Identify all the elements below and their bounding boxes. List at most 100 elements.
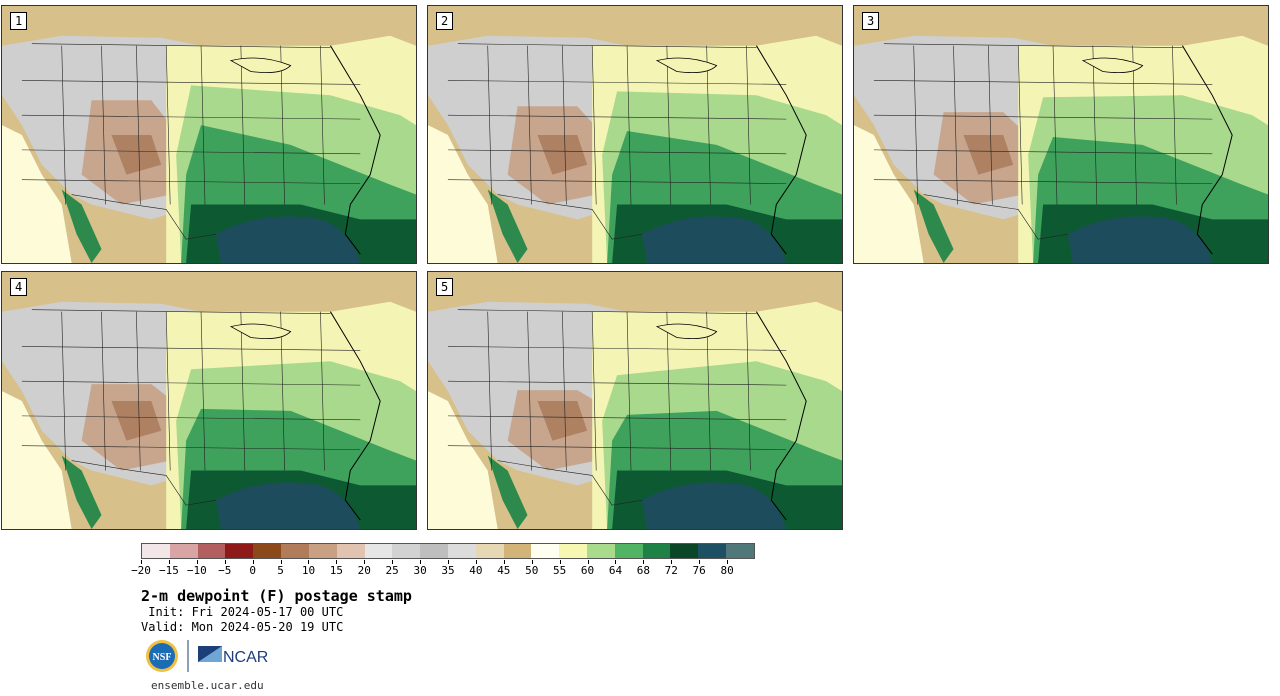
- state-borders: [447, 43, 787, 240]
- gulf-of-mexico: [641, 216, 787, 263]
- panel-number: 5: [436, 278, 454, 296]
- colorbar-swatch: [392, 544, 421, 558]
- colorbar-tick-mark: [615, 560, 617, 564]
- colorbar-tick-label: 30: [413, 564, 427, 577]
- colorbar-swatch: [447, 544, 476, 558]
- east-coastline: [1181, 45, 1233, 255]
- east-coastline: [329, 311, 381, 521]
- colorbar-tick-label: 20: [357, 564, 371, 577]
- colorbar-swatch: [475, 544, 504, 558]
- colorbar-tick-mark: [643, 560, 645, 564]
- colorbar-swatch: [253, 544, 282, 558]
- colorbar-tick-label: 55: [553, 564, 567, 577]
- great-lakes: [655, 323, 718, 340]
- pacific-ocean: [428, 391, 498, 529]
- dewpoint-map: [2, 272, 416, 529]
- colorbar-tick-mark: [727, 560, 729, 564]
- colorbar-swatch: [670, 544, 699, 558]
- east-coastline: [755, 311, 807, 521]
- colorbar-tick-label: −5: [218, 564, 232, 577]
- nsf-logo: NSF: [146, 640, 178, 672]
- colorbar-tick-label: −10: [186, 564, 207, 577]
- colorbar-tick-mark: [224, 560, 226, 564]
- state-borders: [21, 43, 361, 240]
- site-url: ensemble.ucar.edu: [151, 679, 264, 692]
- colorbar-swatch: [503, 544, 532, 558]
- colorbar-swatch: [225, 544, 254, 558]
- colorbar-tick-mark: [475, 560, 477, 564]
- colorbar-swatch: [559, 544, 587, 558]
- colorbar-tick-mark: [392, 560, 394, 564]
- state-borders: [447, 309, 787, 506]
- colorbar-tick-label: 45: [497, 564, 511, 577]
- colorbar-swatch: [197, 544, 226, 558]
- colorbar-tick-mark: [531, 560, 533, 564]
- baja-coast: [487, 189, 528, 263]
- colorbar-swatch: [614, 544, 643, 558]
- colorbar-swatch: [587, 544, 615, 558]
- panel-number: 4: [10, 278, 28, 296]
- baja-coast: [61, 455, 102, 529]
- colorbar-swatch: [420, 544, 448, 558]
- pacific-ocean: [2, 125, 72, 263]
- nsf-logo-text: NSF: [153, 652, 172, 663]
- colorbar-swatch: [281, 544, 309, 558]
- dewpoint-map: [2, 6, 416, 263]
- panel-number: 1: [10, 12, 28, 30]
- driest-core: [963, 134, 1014, 175]
- stamp-panel-4: 4: [1, 271, 417, 530]
- colorbar-tick-label: 15: [329, 564, 343, 577]
- colorbar-tick-label: 80: [720, 564, 734, 577]
- gulf-of-mexico: [215, 482, 361, 529]
- dewpoint-map: [428, 6, 842, 263]
- init-time: Init: Fri 2024-05-17 00 UTC: [141, 605, 344, 619]
- colorbar-tick-mark: [308, 560, 310, 564]
- colorbar-tick-mark: [252, 560, 254, 564]
- ncar-logo-text: NCAR: [223, 649, 268, 666]
- colorbar-swatch: [698, 544, 727, 558]
- colorbar-tick-label: 68: [636, 564, 650, 577]
- driest-core: [111, 134, 162, 175]
- gulf-of-mexico: [215, 216, 361, 263]
- colorbar-tick-label: −20: [131, 564, 151, 577]
- great-lakes: [1081, 57, 1144, 74]
- colorbar-tick-label: 5: [277, 564, 284, 577]
- pacific-ocean: [428, 125, 498, 263]
- colorbar-swatch: [726, 544, 754, 558]
- state-borders: [21, 309, 361, 506]
- colorbar-tick-label: 10: [301, 564, 316, 577]
- colorbar-swatch: [642, 544, 671, 558]
- colorbar-tick-mark: [699, 560, 701, 564]
- colorbar-tick-mark: [168, 560, 170, 564]
- pacific-ocean: [854, 125, 924, 263]
- colorbar-tick-label: 0: [249, 564, 256, 577]
- colorbar-tick-mark: [420, 560, 422, 564]
- colorbar-swatch: [169, 544, 198, 558]
- dewpoint-colorbar: [141, 543, 755, 559]
- colorbar-tick-mark: [671, 560, 673, 564]
- colorbar-tick-mark: [448, 560, 449, 564]
- colorbar-tick-mark: [196, 560, 198, 564]
- colorbar-tick-mark: [336, 560, 338, 564]
- east-coastline: [755, 45, 807, 255]
- colorbar-tick-label: 60: [580, 564, 595, 577]
- stamp-panel-3: 3: [853, 5, 1269, 264]
- great-lakes: [229, 323, 292, 340]
- baja-coast: [61, 189, 102, 263]
- dewpoint-map: [854, 6, 1268, 263]
- colorbar-swatch: [531, 544, 560, 558]
- panel-number: 3: [862, 12, 880, 30]
- colorbar-swatch: [142, 544, 170, 558]
- colorbar-tick-label: 40: [469, 564, 483, 577]
- colorbar-swatch: [308, 544, 337, 558]
- colorbar-tick-mark: [559, 560, 561, 564]
- driest-core: [537, 400, 588, 441]
- colorbar-tick-mark: [503, 560, 505, 564]
- great-lakes: [655, 57, 718, 74]
- state-borders: [873, 43, 1213, 240]
- colorbar-tick-mark: [587, 560, 589, 564]
- valid-time: Valid: Mon 2024-05-20 19 UTC: [141, 620, 344, 634]
- gulf-of-mexico: [641, 482, 787, 529]
- baja-coast: [913, 189, 954, 263]
- colorbar-tick-label: 50: [525, 564, 539, 577]
